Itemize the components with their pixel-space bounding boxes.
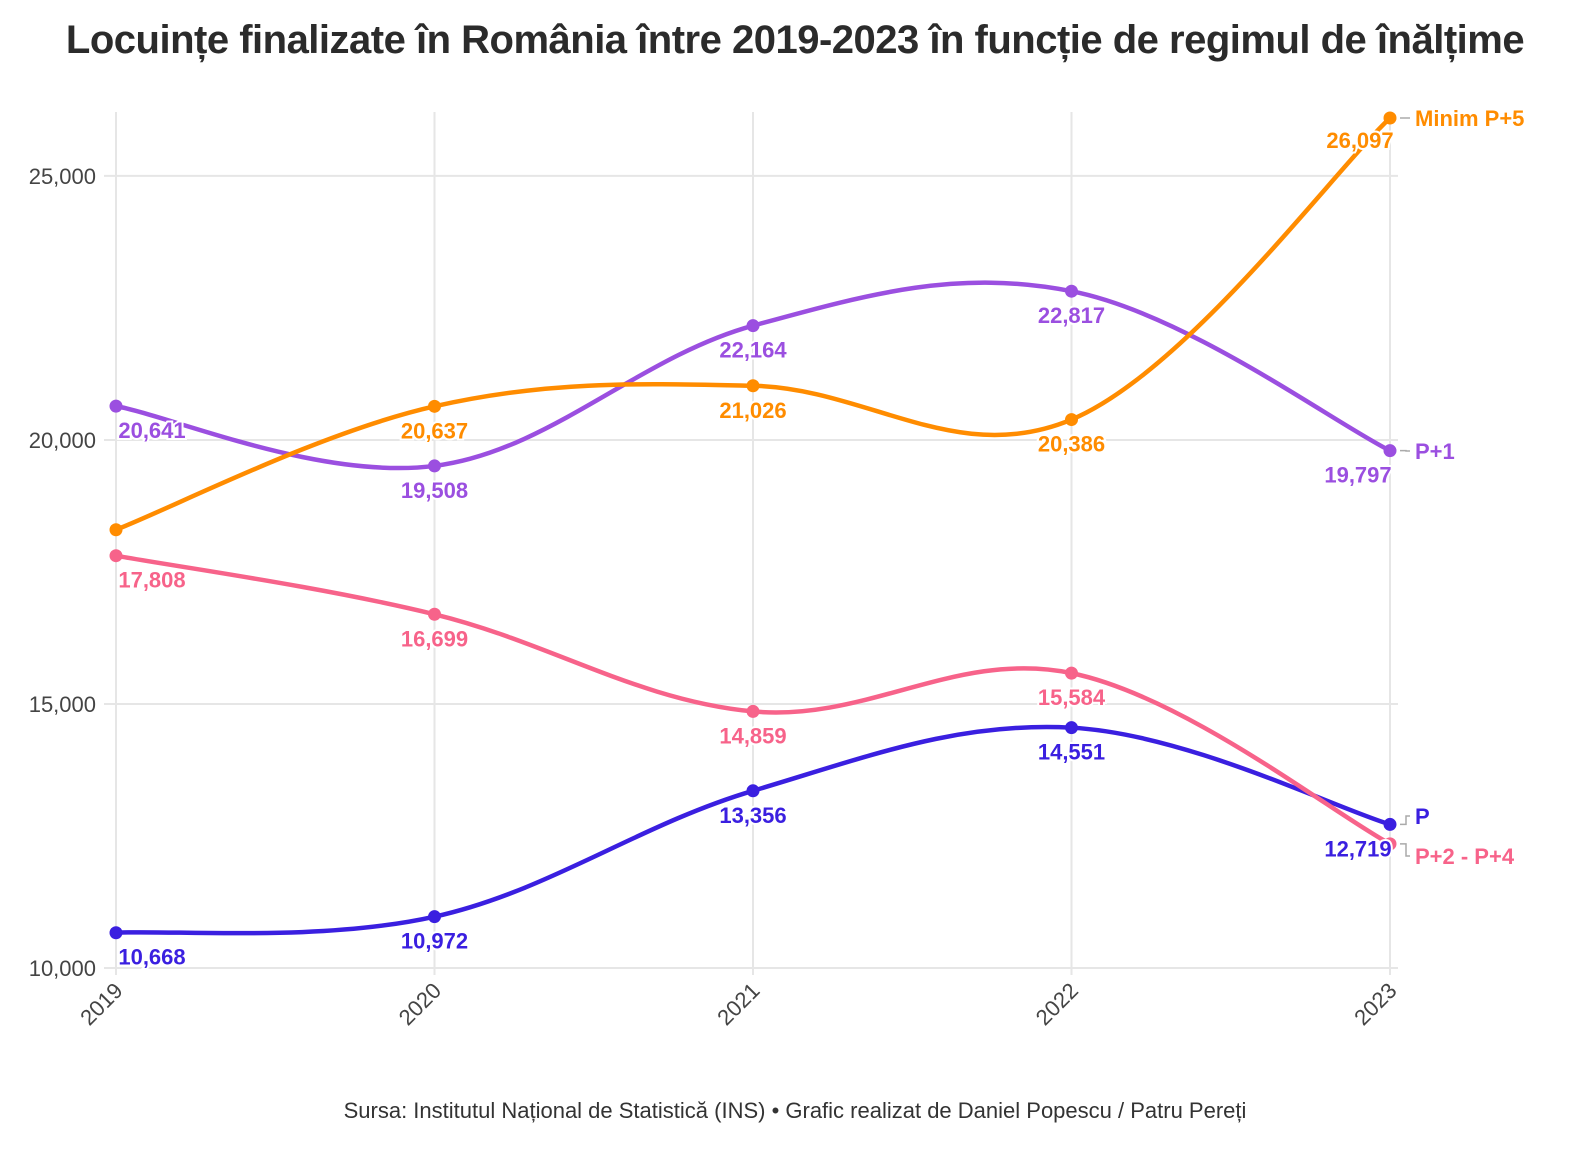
series-line-minim-p-5 xyxy=(113,115,1393,532)
data-label-p-2021: 13,356 xyxy=(719,803,786,828)
data-label-minim-p-5-2021: 21,026 xyxy=(719,398,786,423)
point-p-2-p-4-2019 xyxy=(109,549,123,563)
series-name-labels: Minim P+5 P+1 P+2 - P+4 P xyxy=(1400,106,1524,869)
point-p-2023 xyxy=(1383,817,1397,831)
x-tick-label-2019: 2019 xyxy=(75,978,127,1030)
data-label-p-2023: 12,719 xyxy=(1324,836,1391,861)
point-p-1-2019 xyxy=(109,399,123,413)
point-p-1-2020 xyxy=(428,459,441,473)
series-label-p: P xyxy=(1415,804,1430,829)
point-minim-p-5-2020 xyxy=(428,399,441,413)
data-label-p-2019: 10,668 xyxy=(118,945,185,970)
point-p-2019 xyxy=(109,926,123,940)
x-tick-label-2021: 2021 xyxy=(712,978,764,1030)
y-tick-label-20000: 20,000 xyxy=(29,428,96,453)
data-label-minim-p-5-2020: 20,637 xyxy=(401,418,468,443)
data-labels: 20,637 21,026 20,386 26,097 20,641 19,508 22,1… xyxy=(116,126,1395,972)
point-minim-p-5-2021 xyxy=(746,379,760,393)
point-p-1-2023 xyxy=(1383,444,1397,458)
data-label-minim-p-5-2023: 26,097 xyxy=(1326,128,1393,153)
x-tick-label-2020: 2020 xyxy=(394,978,446,1030)
point-p-2022 xyxy=(1065,721,1078,735)
point-p-1-2021 xyxy=(746,319,760,333)
series-label-minim-p-5: Minim P+5 xyxy=(1415,106,1524,131)
y-tick-label-15000: 15,000 xyxy=(29,692,96,717)
data-label-p-1-2022: 22,817 xyxy=(1038,303,1105,328)
point-p-2021 xyxy=(746,784,760,798)
data-label-p-1-2020: 19,508 xyxy=(401,478,468,503)
point-minim-p-5-2019 xyxy=(109,523,123,537)
connector-p xyxy=(1400,815,1410,826)
chart-title: Locuințe finalizate în România între 201… xyxy=(65,18,1525,62)
data-label-p-2022: 14,551 xyxy=(1038,740,1105,765)
y-tick-label-10000: 10,000 xyxy=(29,956,96,981)
series-label-p-2-p-4: P+2 - P+4 xyxy=(1415,844,1515,869)
data-label-p-1-2023: 19,797 xyxy=(1324,463,1391,488)
data-label-p-1-2019: 20,641 xyxy=(118,418,185,443)
axis-layer: 10,000 15,000 20,000 25,000 2019 2020 2021 2022… xyxy=(29,164,1402,1030)
x-tick-label-2022: 2022 xyxy=(1031,978,1083,1030)
data-label-p-2-p-4-2019: 17,808 xyxy=(118,568,185,593)
point-minim-p-5-2023 xyxy=(1383,111,1397,125)
data-label-p-2-p-4-2020: 16,699 xyxy=(401,626,468,651)
connector-p-2-p-4 xyxy=(1400,843,1410,857)
chart-caption: Sursa: Institutul Național de Statistică… xyxy=(343,1098,1247,1123)
point-p-2-p-4-2023 xyxy=(1383,837,1397,851)
point-p-2-p-4-2020 xyxy=(428,607,441,621)
series-points xyxy=(109,111,1397,940)
point-p-1-2022 xyxy=(1065,284,1078,298)
y-tick-label-25000: 25,000 xyxy=(29,164,96,189)
data-label-p-2020: 10,972 xyxy=(401,929,468,954)
grid-layer xyxy=(104,112,1398,975)
point-minim-p-5-2022 xyxy=(1065,413,1078,427)
x-tick-label-2023: 2023 xyxy=(1349,978,1401,1030)
data-label-p-2-p-4-2021: 14,859 xyxy=(719,723,786,748)
series-label-p-1: P+1 xyxy=(1415,439,1455,464)
point-p-2-p-4-2021 xyxy=(746,704,760,718)
point-p-2020 xyxy=(428,910,441,924)
data-label-p-1-2021: 22,164 xyxy=(719,338,787,363)
data-label-p-2-p-4-2022: 15,584 xyxy=(1038,685,1106,710)
data-label-minim-p-5-2022: 20,386 xyxy=(1038,432,1105,457)
point-p-2-p-4-2022 xyxy=(1065,666,1078,680)
